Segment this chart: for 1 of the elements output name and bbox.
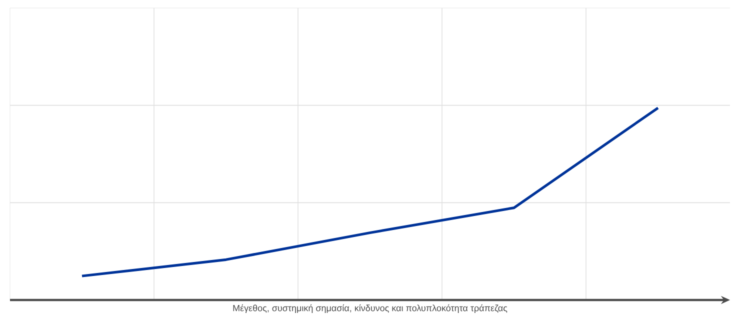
x-axis-title: Μέγεθος, συστημική σημασία, κίνδυνος και πολυπλοκότητα τράπεζας (233, 304, 508, 314)
